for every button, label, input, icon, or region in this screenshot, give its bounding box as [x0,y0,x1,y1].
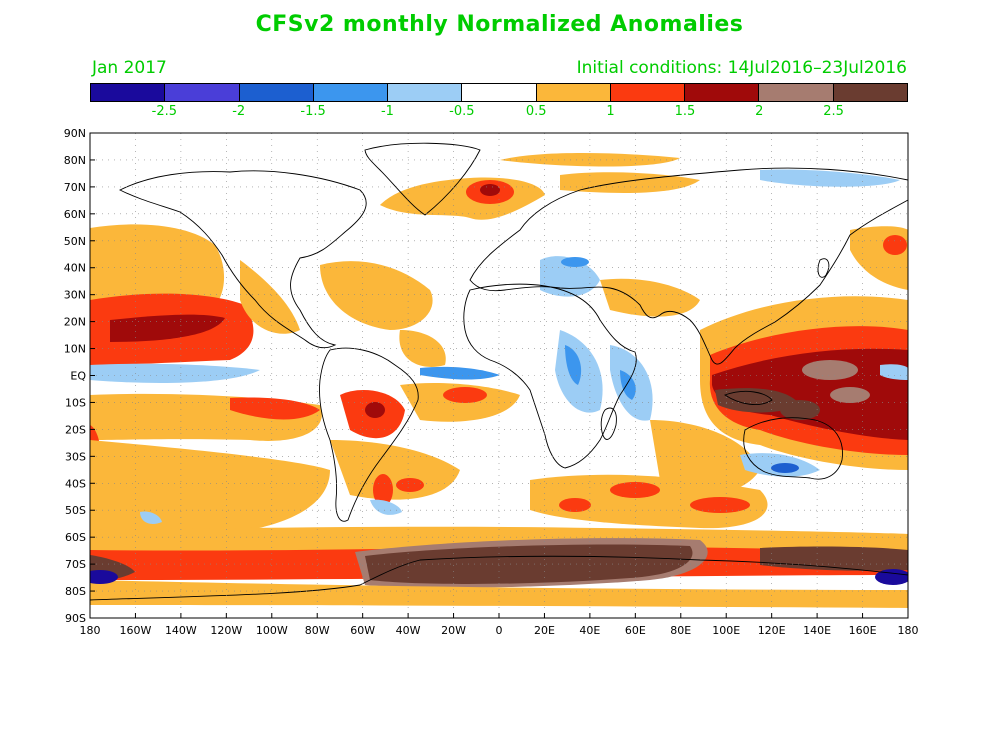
longitude-label: 80E [670,624,691,637]
longitude-label: 80W [305,624,330,637]
legend-label: -2.5 [151,104,178,119]
longitude-label: 160E [849,624,877,637]
legend-label: 2.5 [823,104,844,119]
latitude-labels: 90N 80N 70N 60N 50N 40N 30N 20N 10N EQ 10S 20S 30S 40… [64,127,87,625]
latitude-label: 20N [64,316,86,329]
latitude-label: 30S [65,450,86,463]
longitude-label: 160W [120,624,152,637]
latitude-label: 70N [64,181,86,194]
longitude-label: 120W [210,624,242,637]
latitude-label: 40N [64,262,86,275]
longitude-label: 180 [898,624,919,637]
axis-ticks [89,132,909,619]
latitude-label: 60S [65,531,86,544]
longitude-label: 60W [350,624,375,637]
latitude-label: 30N [64,289,86,302]
longitude-label: 100W [256,624,288,637]
latitude-label: 50S [65,504,86,517]
latitude-label: EQ [70,370,86,383]
longitude-label: 180 [80,624,101,637]
longitude-label: 0 [496,624,503,637]
longitude-label: 60E [625,624,646,637]
legend-swatch [462,84,537,101]
longitude-label: 40E [579,624,600,637]
legend-swatch [759,84,834,101]
longitude-labels: 180 160W 140W 120W 100W 80W 60W 40W 20W 0 20E 40E 60… [80,624,919,637]
latitude-label: 10S [65,396,86,409]
longitude-label: 120E [758,624,786,637]
legend-swatch [388,84,463,101]
legend-label: 1.5 [674,104,696,119]
grid-lines [90,133,908,618]
longitude-label: 100E [712,624,740,637]
legend-swatch [91,84,166,101]
legend-swatch [239,84,314,101]
legend-label: -2 [232,104,246,119]
longitude-label: 20W [441,624,466,637]
initial-conditions-label: Initial conditions: 14Jul2016–23Jul2016 [576,58,907,78]
legend-label: -1 [380,104,394,119]
legend-swatch [536,84,611,101]
latitude-label: 90S [65,612,86,625]
legend-swatch [610,84,686,101]
latitude-label: 10N [64,343,86,356]
legend-label: 0.5 [525,104,547,119]
chart-title: CFSv2 monthly Normalized Anomalies [255,12,744,37]
latitude-label: 90N [64,127,86,140]
anomaly-field [90,153,908,608]
valid-month-label: Jan 2017 [92,58,167,78]
longitude-label: 140W [165,624,197,637]
legend-swatch [165,84,240,101]
legend-swatch [685,84,760,101]
latitude-label: 80N [64,154,86,167]
legend-label: 1 [606,104,615,119]
legend-swatch [313,84,389,101]
longitude-label: 40W [396,624,421,637]
latitude-label: 20S [65,423,86,436]
longitude-label: 140E [803,624,831,637]
latitude-label: 60N [64,208,86,221]
latitude-label: 70S [65,558,86,571]
longitude-label: 20E [534,624,555,637]
legend-label: 2 [755,104,764,119]
legend-label: -0.5 [449,104,475,119]
latitude-label: 40S [65,477,86,490]
color-legend-bar [90,83,908,102]
legend-label: -1.5 [300,104,326,119]
latitude-label: 80S [65,585,86,598]
latitude-label: 50N [64,235,86,248]
coastlines [90,142,908,618]
legend-swatch [833,84,907,101]
